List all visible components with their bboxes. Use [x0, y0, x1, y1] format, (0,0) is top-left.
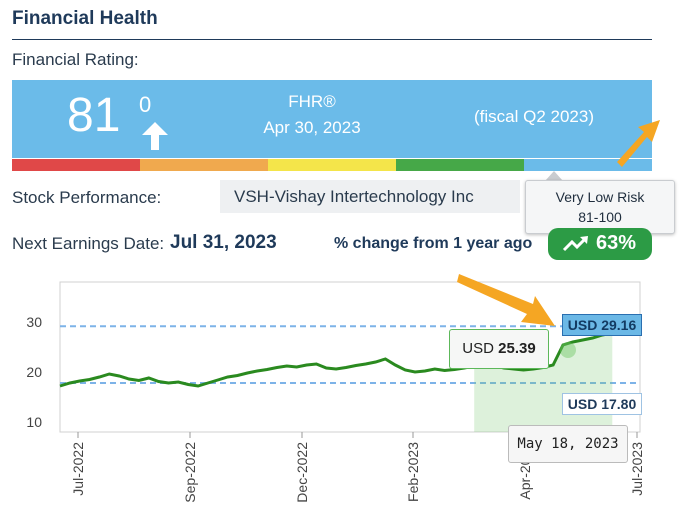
- date-tooltip: May 18, 2023: [508, 425, 628, 463]
- next-earnings-date: Jul 31, 2023: [170, 232, 277, 253]
- financial-rating-label: Financial Rating:: [12, 50, 139, 69]
- x-tick-label: Sep-2022: [182, 442, 198, 503]
- risk-segment-high: [12, 159, 140, 171]
- annotation-arrow-icon: [457, 274, 555, 326]
- rating-change: 0: [139, 92, 152, 117]
- risk-segment-medium: [268, 159, 396, 171]
- x-tick-label: Jul-2023: [629, 442, 645, 496]
- risk-tooltip-title: Very Low Risk: [555, 189, 645, 205]
- risk-segment-medium-high: [140, 159, 268, 171]
- x-tick-label: Jul-2022: [70, 442, 86, 496]
- next-earnings-label: Next Earnings Date:: [12, 234, 165, 253]
- risk-tooltip-range: 81-100: [578, 209, 622, 225]
- stock-performance-label: Stock Performance:: [12, 188, 162, 207]
- arrow-up-icon: [142, 122, 168, 150]
- high-reference-label: USD 29.16: [562, 314, 642, 336]
- y-tick-label: 10: [26, 414, 42, 430]
- x-tick-label: Feb-2023: [405, 442, 421, 502]
- price-tooltip-currency: USD: [462, 340, 494, 357]
- price-tooltip-value: 25.39: [498, 340, 536, 357]
- low-reference-label: USD 17.80: [562, 393, 642, 415]
- fhr-date: Apr 30, 2023: [263, 118, 361, 137]
- percent-change-value: 63%: [596, 232, 637, 254]
- tooltip-caret: [545, 171, 563, 181]
- rating-score: 81: [67, 89, 121, 142]
- price-tooltip: USD 25.39: [449, 329, 549, 369]
- fhr-label: FHR®: [288, 92, 336, 111]
- y-tick-label: 20: [26, 364, 42, 380]
- percent-change-badge: 63%: [548, 228, 652, 260]
- trending-up-icon: [562, 236, 588, 252]
- risk-segment-low: [396, 159, 524, 171]
- section-title: Financial Health: [12, 8, 158, 29]
- x-tick-label: Dec-2022: [294, 442, 310, 503]
- hover-point-marker: [560, 342, 576, 358]
- annotation-arrow-icon: [617, 120, 660, 167]
- stock-selector[interactable]: VSH-Vishay Intertechnology Inc: [220, 180, 520, 213]
- percent-change-label: % change from 1 year ago: [334, 235, 533, 252]
- stock-selector-value: VSH-Vishay Intertechnology Inc: [234, 187, 474, 206]
- fiscal-period: (fiscal Q2 2023): [474, 107, 594, 126]
- y-tick-label: 30: [26, 314, 42, 330]
- risk-tooltip: Very Low Risk 81-100: [525, 180, 675, 234]
- title-divider: [12, 39, 652, 40]
- financial-rating-panel: 81 0 FHR® Apr 30, 2023 (fiscal Q2 2023): [12, 80, 652, 158]
